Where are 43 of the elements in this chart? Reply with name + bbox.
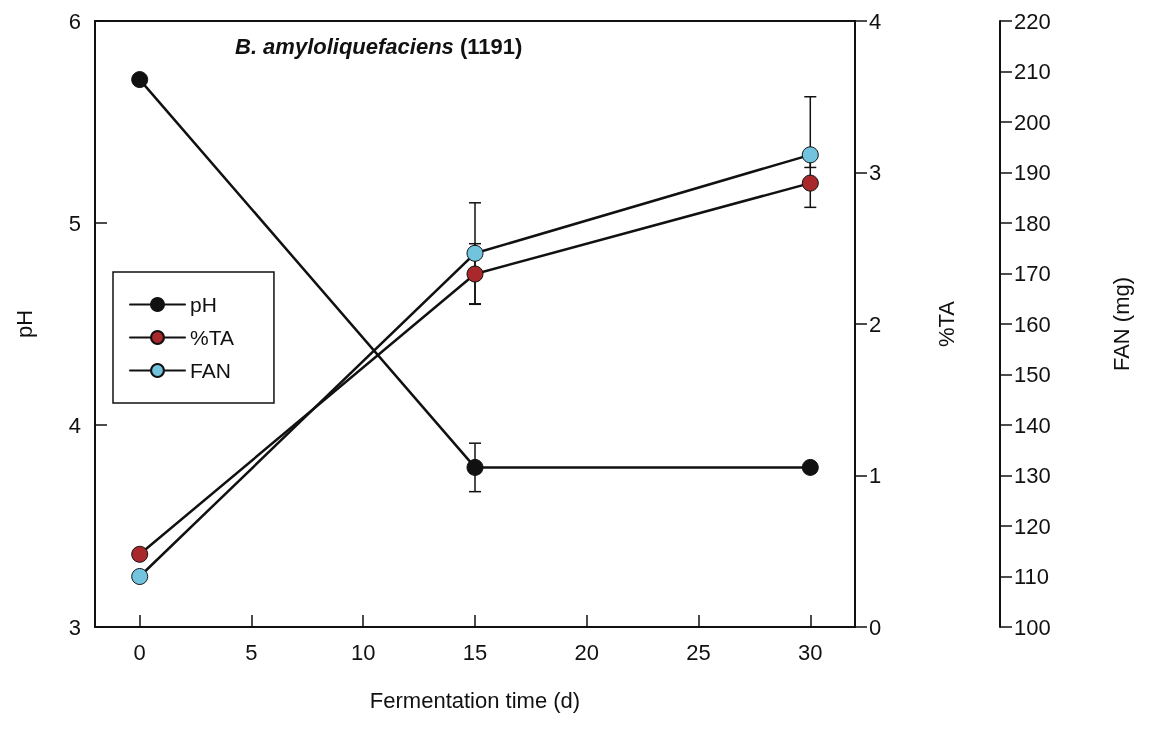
y2-tick-label: 0 (869, 614, 882, 640)
y3-tick-label: 150 (1014, 362, 1051, 387)
y3-tick-label: 180 (1014, 210, 1051, 236)
x-tick-label: 20 (574, 639, 600, 665)
y2-axis-title: %TA (933, 300, 959, 348)
point (801, 174, 819, 192)
y3-tick-label: 190 (1014, 160, 1051, 185)
x-tick-label: 10 (350, 639, 376, 665)
y3-tick-label: 200 (1014, 109, 1051, 135)
legend-label: pH (190, 293, 217, 316)
x-tick-label: 25 (686, 639, 711, 665)
y2-tick-label: 2 (869, 311, 882, 337)
y3-tick-label: 110 (1014, 564, 1050, 589)
point (466, 244, 484, 262)
y2-tick-label: 1 (869, 463, 882, 488)
y3-tick-label: 140 (1014, 412, 1051, 438)
legend-label: %TA (190, 326, 234, 349)
y3-tick-label: 120 (1014, 513, 1051, 539)
point (131, 545, 149, 563)
x-tick-label: 0 (133, 639, 146, 665)
y3-tick-label: 160 (1014, 311, 1051, 337)
y-tick-label: 5 (68, 210, 81, 236)
y3-axis-title: FAN (mg) (1108, 276, 1134, 372)
point (131, 568, 149, 585)
y-tick-label: 4 (68, 412, 81, 438)
y3-tick-label: 170 (1014, 261, 1051, 286)
y3-tick-label: 220 (1014, 8, 1051, 34)
y3-tick-label: 130 (1014, 463, 1051, 488)
point (466, 265, 484, 283)
y-axis-title: pH (11, 309, 37, 339)
x-tick-label: 30 (798, 639, 823, 665)
y3-tick-label: 210 (1014, 59, 1051, 84)
x-axis-title: Fermentation time (d) (369, 687, 581, 713)
legend-label: FAN (190, 359, 231, 382)
y-tick-label: 6 (68, 8, 81, 34)
x-tick-label: 5 (245, 639, 258, 665)
point (801, 146, 819, 164)
y-tick-label: 3 (68, 614, 81, 640)
y2-tick-label: 4 (869, 8, 882, 34)
text: B. amyloliquefaciens (1191) (235, 33, 523, 59)
x-tick-label: 15 (462, 639, 488, 665)
y2-tick-label: 3 (869, 160, 882, 185)
y3-tick-label: 100 (1014, 614, 1051, 640)
